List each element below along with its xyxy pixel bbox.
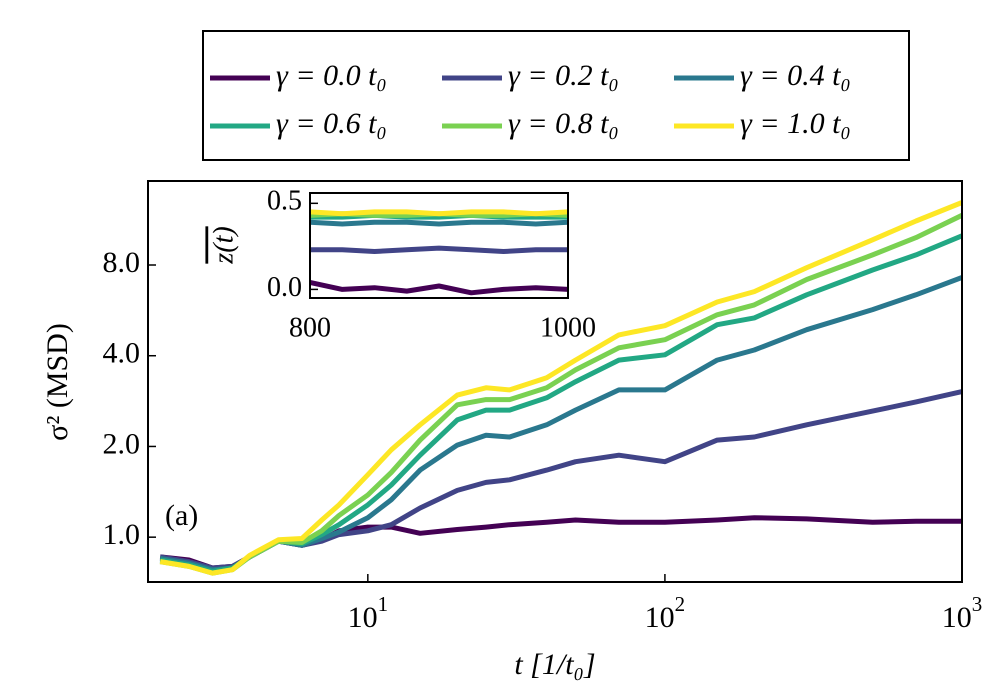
- y-tick-label: 0.0: [267, 272, 302, 303]
- x-tick-base: 10: [645, 601, 675, 634]
- legend-label: γ = 0.6 t₀: [276, 107, 387, 140]
- series-line: [310, 209, 568, 217]
- plot-frame: [147, 180, 963, 583]
- x-tick-exponent: 2: [675, 592, 686, 616]
- legend-label: γ = 1.0 t₀: [740, 107, 851, 140]
- y-tick-label: 2.0: [103, 427, 141, 460]
- x-axis-label: t [1/t₀]: [514, 648, 595, 681]
- x-tick-label: 102: [645, 592, 686, 634]
- y-axis-label: σ² (MSD): [41, 323, 74, 441]
- legend-box: [202, 30, 910, 161]
- y-tick-label: 0.5: [267, 186, 302, 217]
- x-tick-base: 10: [942, 601, 972, 634]
- legend-label: γ = 0.8 t₀: [508, 107, 619, 140]
- legend-label: γ = 0.2 t₀: [508, 59, 619, 92]
- panel-annotation: (a): [165, 499, 198, 532]
- y-tick-label: 8.0: [103, 246, 141, 279]
- legend-label: γ = 0.4 t₀: [740, 59, 851, 92]
- series-line: [159, 200, 962, 576]
- x-tick-label: 101: [348, 592, 389, 634]
- x-tick-exponent: 1: [378, 592, 389, 616]
- x-tick-base: 10: [348, 601, 378, 634]
- y-tick-label: 1.0: [103, 518, 141, 551]
- x-tick-label: 1000: [540, 312, 596, 343]
- legend-label: γ = 0.0 t₀: [276, 59, 387, 92]
- x-tick-exponent: 3: [972, 592, 983, 616]
- y-tick-label: 4.0: [103, 337, 141, 370]
- series-line: [310, 219, 568, 227]
- x-tick-label: 103: [942, 592, 983, 634]
- x-tick-label: 800: [289, 312, 331, 343]
- series-line: [310, 280, 568, 296]
- plot-frame: [309, 192, 569, 299]
- inset-y-axis-label: z(t): [208, 226, 239, 264]
- inset-bg: [310, 193, 568, 298]
- series-line: [310, 245, 568, 254]
